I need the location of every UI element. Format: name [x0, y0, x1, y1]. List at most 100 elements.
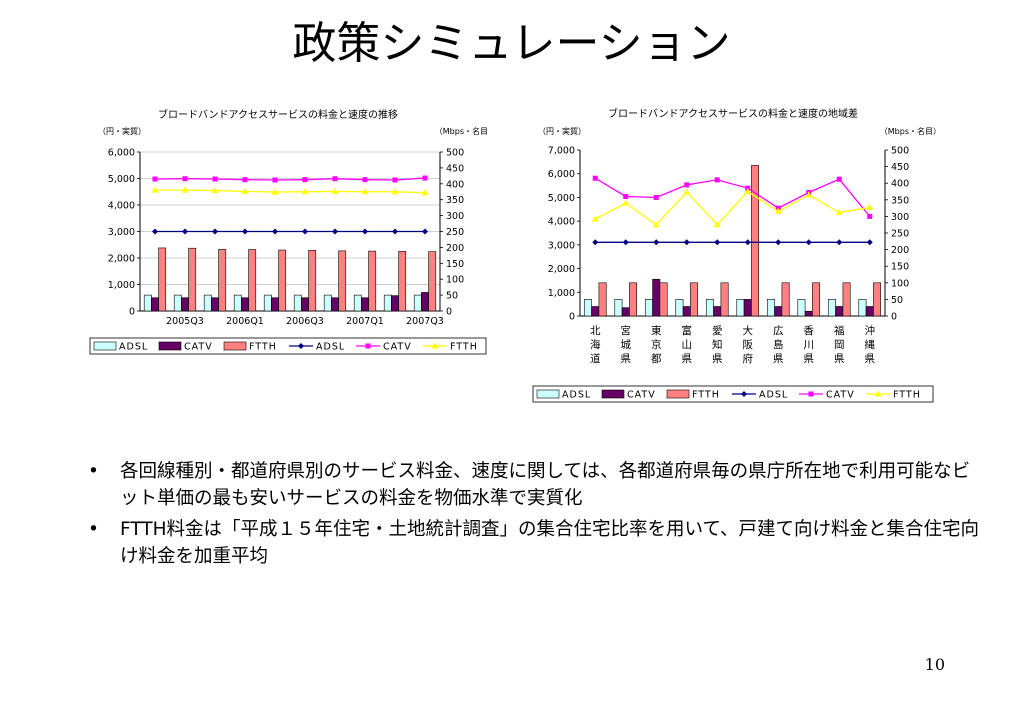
- right-tick-label: 150: [446, 259, 464, 270]
- right-tick-label: 500: [446, 148, 464, 159]
- marker-triangle: [151, 186, 159, 193]
- marker-diamond: [152, 228, 158, 235]
- marker-triangle: [866, 203, 874, 210]
- marker-square: [392, 177, 398, 183]
- right-tick-label: 0: [446, 307, 452, 318]
- bar-adsl: [797, 299, 806, 317]
- rate-trend-chart: ブロードバンドアクセスサービスの料金と速度の推移 （円・実質） （Mbps・名目） 6…: [89, 108, 488, 355]
- left-tick-label: 0: [569, 312, 575, 323]
- marker-diamond: [212, 228, 218, 235]
- legend-swatch-bar: [158, 341, 182, 351]
- right-tick-label: 50: [891, 295, 903, 306]
- right-tick-label: 450: [446, 163, 464, 174]
- marker-square: [302, 177, 308, 183]
- bar-ftth: [873, 282, 882, 317]
- bar-adsl: [203, 294, 212, 312]
- legend-label: CATV: [184, 342, 213, 353]
- bullet-symbol: •: [88, 519, 99, 540]
- bullet-text: 各回線種別・都道府県別のサービス料金、速度に関しては、各都道府県毎の県庁所在地で…: [120, 461, 971, 509]
- marker-square: [684, 182, 690, 188]
- bar-adsl: [263, 294, 272, 312]
- line-catv: [154, 177, 426, 181]
- bar-catv: [271, 297, 279, 312]
- category-label: 愛知県: [712, 324, 723, 365]
- marker-square: [422, 175, 428, 181]
- marker-square: [592, 175, 598, 181]
- legend-box: [89, 337, 487, 355]
- right-tick-label: 200: [446, 243, 464, 254]
- legend-label: FTTH: [450, 342, 478, 353]
- legend-label: CATV: [826, 390, 855, 401]
- marker-triangle: [652, 221, 660, 228]
- bar-ftth: [842, 282, 851, 317]
- marker-diamond: [836, 239, 843, 246]
- bar-catv: [621, 307, 630, 317]
- bullet-item: • 各回線種別・都道府県別のサービス料金、速度に関しては、各都道府県毎の県庁所在…: [88, 458, 988, 512]
- marker-triangle: [683, 188, 691, 195]
- category-label: 香川県: [804, 325, 815, 365]
- bar-catv: [804, 310, 813, 317]
- right-tick-label: 350: [446, 195, 464, 206]
- marker-diamond: [744, 239, 751, 246]
- marker-triangle: [241, 187, 249, 194]
- marker-triangle: [301, 188, 309, 195]
- right-tick-label: 250: [891, 229, 909, 240]
- legend-label: ADSL: [562, 390, 591, 401]
- marker-diamond: [683, 239, 690, 246]
- right-tick-label: 400: [891, 179, 909, 190]
- marker-diamond: [805, 239, 812, 246]
- bar-adsl: [173, 294, 182, 312]
- left-tick-label: 5,000: [108, 174, 135, 185]
- left-axis-unit: （円・実質）: [538, 126, 586, 136]
- category-label: 東京都: [651, 324, 662, 365]
- bar-catv: [331, 297, 339, 312]
- marker-square: [714, 177, 720, 183]
- marker-triangle: [421, 189, 429, 196]
- left-tick-label: 2,000: [108, 254, 135, 265]
- bar-catv: [591, 306, 600, 317]
- marker-diamond: [592, 239, 599, 246]
- right-tick-label: 500: [891, 146, 909, 157]
- right-tick-label: 350: [891, 195, 909, 206]
- category-label: 北海道: [590, 325, 601, 365]
- marker-diamond: [422, 228, 428, 235]
- bar-adsl: [675, 299, 684, 317]
- legend-marker: [874, 390, 882, 397]
- marker-square: [152, 176, 158, 182]
- marker-square: [242, 177, 248, 183]
- marker-diamond: [302, 228, 308, 235]
- marker-diamond: [866, 239, 873, 246]
- bar-adsl: [705, 299, 714, 317]
- bar-ftth: [248, 249, 257, 312]
- bullet-list: • 各回線種別・都道府県別のサービス料金、速度に関しては、各都道府県毎の県庁所在…: [88, 458, 988, 574]
- marker-square: [272, 177, 278, 183]
- bar-catv: [743, 299, 752, 317]
- bar-ftth: [158, 247, 167, 312]
- legend-label: CATV: [383, 342, 412, 353]
- marker-triangle: [331, 187, 339, 194]
- left-tick-label: 2,000: [548, 264, 575, 275]
- marker-diamond: [242, 228, 248, 235]
- bar-catv: [865, 306, 874, 317]
- category-label: 沖縄県: [865, 324, 876, 365]
- category-label: 2007Q3: [406, 316, 444, 327]
- slide-title: 政策シミュレーション: [292, 18, 731, 69]
- legend-swatch-bar: [601, 389, 625, 399]
- bar-ftth: [690, 282, 699, 317]
- regional-difference-chart: ブロードバンドアクセスサービスの料金と速度の地域差 （円・実質） （Mbps・名目）…: [532, 107, 938, 403]
- right-tick-label: 100: [891, 278, 909, 289]
- marker-diamond: [714, 239, 721, 246]
- bar-adsl: [614, 299, 623, 317]
- bar-ftth: [598, 282, 607, 317]
- legend-label: FTTH: [692, 390, 720, 401]
- bar-catv: [241, 297, 249, 312]
- marker-square: [867, 213, 873, 219]
- bar-ftth: [398, 251, 407, 312]
- bar-adsl: [766, 299, 775, 317]
- bar-adsl: [233, 294, 242, 312]
- bar-ftth: [338, 250, 347, 312]
- marker-square: [212, 176, 218, 182]
- legend-swatch-bar: [666, 389, 690, 399]
- bar-catv: [713, 306, 722, 317]
- left-tick-label: 0: [129, 307, 135, 318]
